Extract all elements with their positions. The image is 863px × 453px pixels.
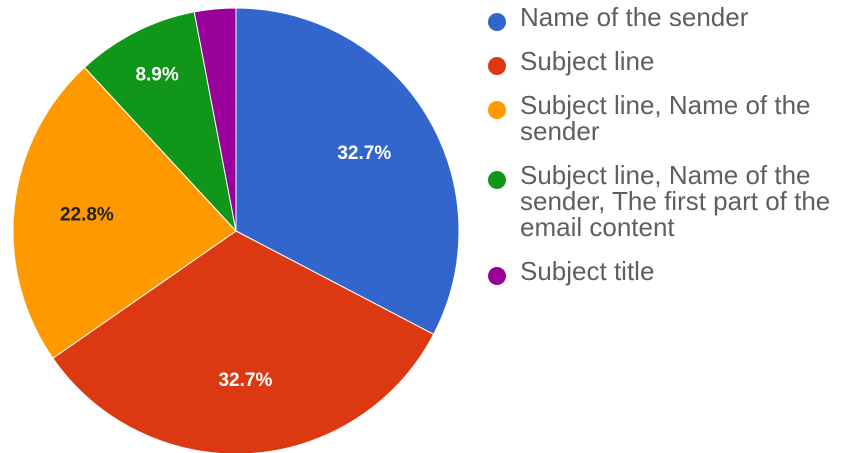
legend-label-line: Subject line, Name of the (520, 90, 811, 120)
pie-plot-area: 32.7% 32.7% 22.8% 8.9% (12, 7, 460, 453)
slice-value-label: 32.7% (218, 370, 272, 391)
slice-value-label: 32.7% (337, 143, 391, 164)
chart-legend: Name of the sender Subject line Subject … (488, 4, 860, 302)
legend-item-name-of-sender[interactable]: Name of the sender (488, 4, 860, 32)
legend-item-subject-line[interactable]: Subject line (488, 48, 860, 76)
pie-slice-4[interactable] (193, 7, 237, 232)
legend-label-line: Subject line, Name of the (520, 160, 811, 190)
legend-label-line: sender (520, 116, 600, 146)
legend-label-line: Subject title (520, 256, 655, 286)
pie-slice-0[interactable] (235, 7, 460, 335)
legend-label-line: sender, The first part of the (520, 186, 831, 216)
legend-label-line: Name of the sender (520, 2, 749, 32)
legend-item-subject-title[interactable]: Subject title (488, 258, 860, 286)
pie-slice-2[interactable] (12, 66, 237, 359)
legend-marker (488, 171, 506, 189)
legend-item-subject-line-name[interactable]: Subject line, Name of the sender (488, 92, 860, 146)
slice-value-label: 22.8% (60, 204, 114, 225)
legend-marker (488, 101, 506, 119)
pie-slice-3[interactable] (83, 11, 237, 233)
legend-marker (488, 57, 506, 75)
slice-value-label: 8.9% (135, 64, 178, 85)
legend-label-line: email content (520, 212, 675, 242)
legend-item-subject-line-name-content[interactable]: Subject line, Name of the sender, The fi… (488, 162, 860, 242)
legend-marker (488, 267, 506, 285)
pie-slice-1[interactable] (52, 230, 435, 453)
legend-marker (488, 13, 506, 31)
legend-label-line: Subject line (520, 46, 655, 76)
